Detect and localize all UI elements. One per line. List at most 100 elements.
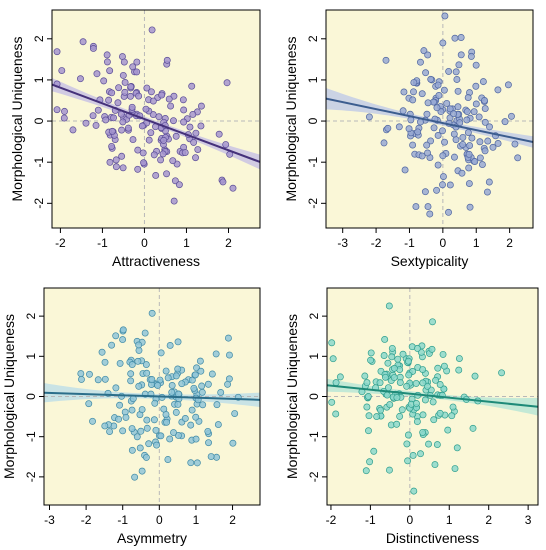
data-point	[445, 208, 452, 216]
data-point	[189, 110, 197, 118]
data-point	[108, 142, 116, 150]
data-point	[181, 149, 189, 157]
data-point	[501, 118, 509, 126]
data-point	[396, 412, 404, 420]
data-point	[192, 413, 200, 421]
data-point	[380, 139, 388, 147]
data-point	[78, 375, 85, 383]
data-point	[455, 61, 463, 69]
confidence-band	[326, 87, 533, 148]
data-point	[168, 382, 176, 389]
x-tick-label: 2	[485, 513, 492, 527]
y-tick-label: -1	[32, 157, 46, 168]
data-point	[423, 382, 431, 390]
regression-line	[327, 384, 538, 408]
data-point	[365, 427, 372, 435]
data-point	[366, 458, 374, 466]
data-point	[197, 102, 205, 110]
data-point	[85, 400, 93, 408]
y-tick-label: 2	[306, 35, 320, 42]
data-point	[430, 416, 438, 424]
data-point	[476, 154, 484, 162]
data-point	[494, 139, 502, 147]
data-point	[138, 406, 146, 413]
data-point	[481, 97, 488, 104]
data-point	[465, 150, 473, 158]
x-tick-label: 2	[229, 513, 236, 527]
data-point	[439, 350, 447, 358]
data-point	[223, 79, 231, 87]
data-point	[145, 440, 153, 448]
y-tick-label: 0	[32, 117, 46, 124]
x-tick-label: 1	[473, 236, 480, 250]
data-point	[100, 77, 108, 85]
data-point	[424, 149, 431, 157]
data-point	[127, 370, 135, 378]
data-point	[115, 84, 123, 92]
data-point	[444, 426, 452, 434]
data-point	[336, 373, 344, 381]
data-point	[213, 401, 221, 409]
data-point	[409, 96, 417, 104]
data-point	[386, 401, 394, 409]
data-point	[229, 439, 237, 447]
data-point	[399, 107, 407, 115]
x-tick-label: -3	[44, 513, 55, 527]
data-point	[453, 76, 461, 83]
data-point	[133, 433, 141, 441]
data-point	[119, 164, 127, 172]
data-point	[452, 136, 460, 144]
data-point	[94, 106, 102, 114]
data-point	[423, 141, 431, 149]
data-point	[134, 165, 142, 173]
data-point	[108, 127, 116, 135]
data-point	[418, 152, 426, 160]
data-point	[457, 51, 465, 59]
data-point	[135, 382, 143, 390]
data-point	[141, 329, 149, 337]
data-point	[79, 38, 87, 46]
x-tick-label: -3	[337, 236, 348, 250]
data-point	[434, 81, 442, 89]
data-point	[404, 357, 412, 365]
data-point	[329, 355, 337, 363]
data-point	[478, 161, 486, 169]
y-tick-label: 0	[307, 393, 321, 400]
data-point	[175, 181, 183, 189]
data-point	[361, 372, 369, 380]
data-point	[106, 158, 114, 166]
data-point	[162, 367, 170, 375]
data-point	[120, 58, 128, 66]
x-tick-label: 3	[525, 513, 532, 527]
x-tick-label: 2	[225, 236, 232, 250]
x-axis-label: Sextypicality	[391, 253, 469, 269]
x-tick-label: -1	[365, 513, 376, 527]
data-point	[127, 377, 135, 385]
data-point	[163, 170, 170, 178]
data-point	[119, 336, 127, 344]
data-point	[157, 156, 165, 164]
data-point	[92, 121, 100, 129]
data-point	[409, 452, 417, 459]
data-point	[174, 432, 182, 439]
data-point	[131, 473, 139, 481]
data-point	[434, 161, 442, 169]
y-tick-label: 1	[32, 76, 46, 83]
data-point	[219, 178, 227, 186]
data-point	[53, 106, 61, 114]
data-point	[365, 412, 373, 420]
data-point	[147, 129, 155, 137]
data-point	[450, 130, 458, 138]
data-point	[457, 34, 465, 41]
data-point	[467, 52, 475, 60]
x-tick-label: 0	[141, 236, 148, 250]
data-point	[129, 136, 137, 144]
data-point	[430, 124, 438, 132]
data-point	[429, 318, 436, 326]
data-point	[427, 75, 435, 83]
data-point	[142, 453, 150, 461]
y-axis-label: Morphological Uniqueness	[9, 37, 25, 202]
data-point	[432, 376, 440, 384]
data-point	[167, 102, 175, 110]
data-point	[151, 399, 159, 407]
